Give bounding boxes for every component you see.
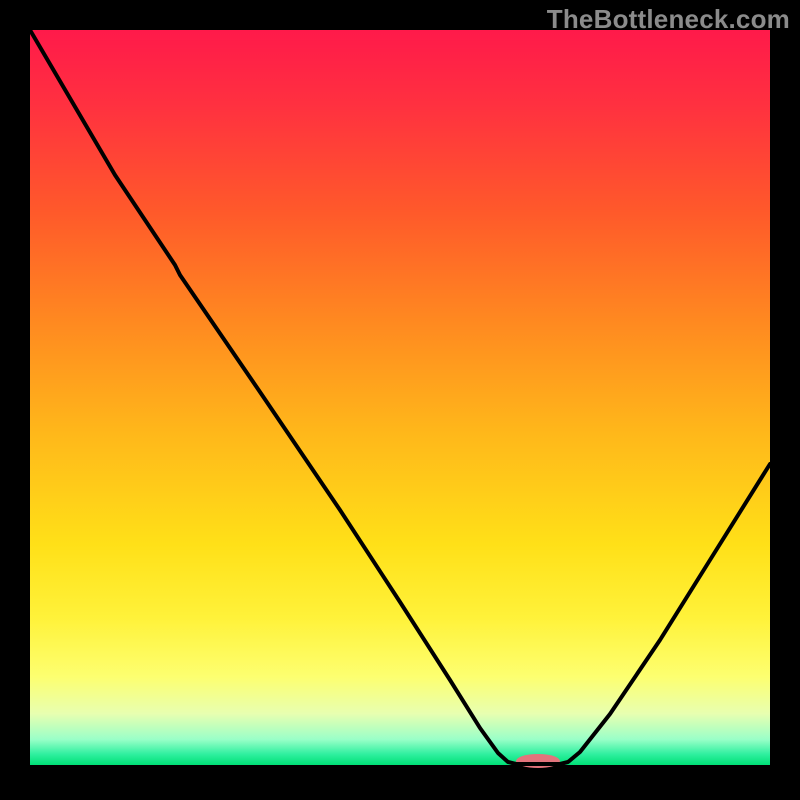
bottleneck-chart [0,0,800,800]
gradient-background [30,30,770,765]
chart-stage: TheBottleneck.com [0,0,800,800]
source-watermark: TheBottleneck.com [547,4,790,35]
